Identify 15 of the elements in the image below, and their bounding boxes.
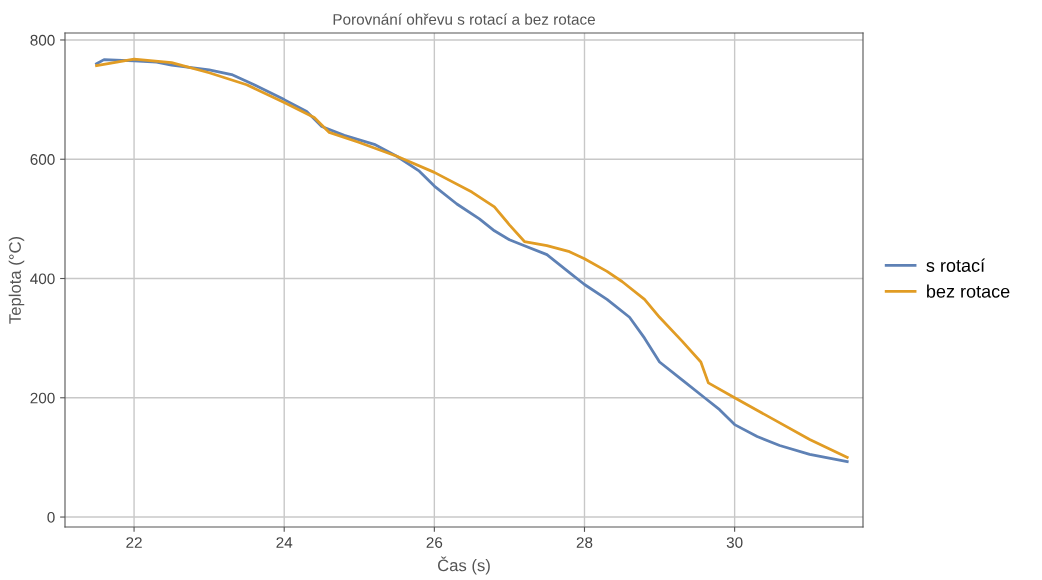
x-tick-label: 28 xyxy=(576,537,593,548)
y-tick-label: 200 xyxy=(30,392,55,404)
x-tick-label: 24 xyxy=(276,537,293,548)
x-tick-label: 26 xyxy=(426,537,443,548)
chart-title: Porovnání ohřevu s rotací a bez rotace xyxy=(333,13,595,25)
x-tick-label: 22 xyxy=(126,537,142,548)
y-tick-label: 600 xyxy=(30,154,55,165)
y-tick-label: 400 xyxy=(30,273,55,285)
x-axis-title: Čas (s) xyxy=(438,556,490,575)
legend-label: bez rotace xyxy=(927,284,1010,298)
y-tick-label: 0 xyxy=(47,511,55,523)
y-axis-title: Teplota (°C) xyxy=(8,236,25,324)
y-tick-label: 800 xyxy=(30,34,55,46)
legend-label: s rotací xyxy=(926,258,986,272)
x-tick-label: 30 xyxy=(726,537,743,548)
